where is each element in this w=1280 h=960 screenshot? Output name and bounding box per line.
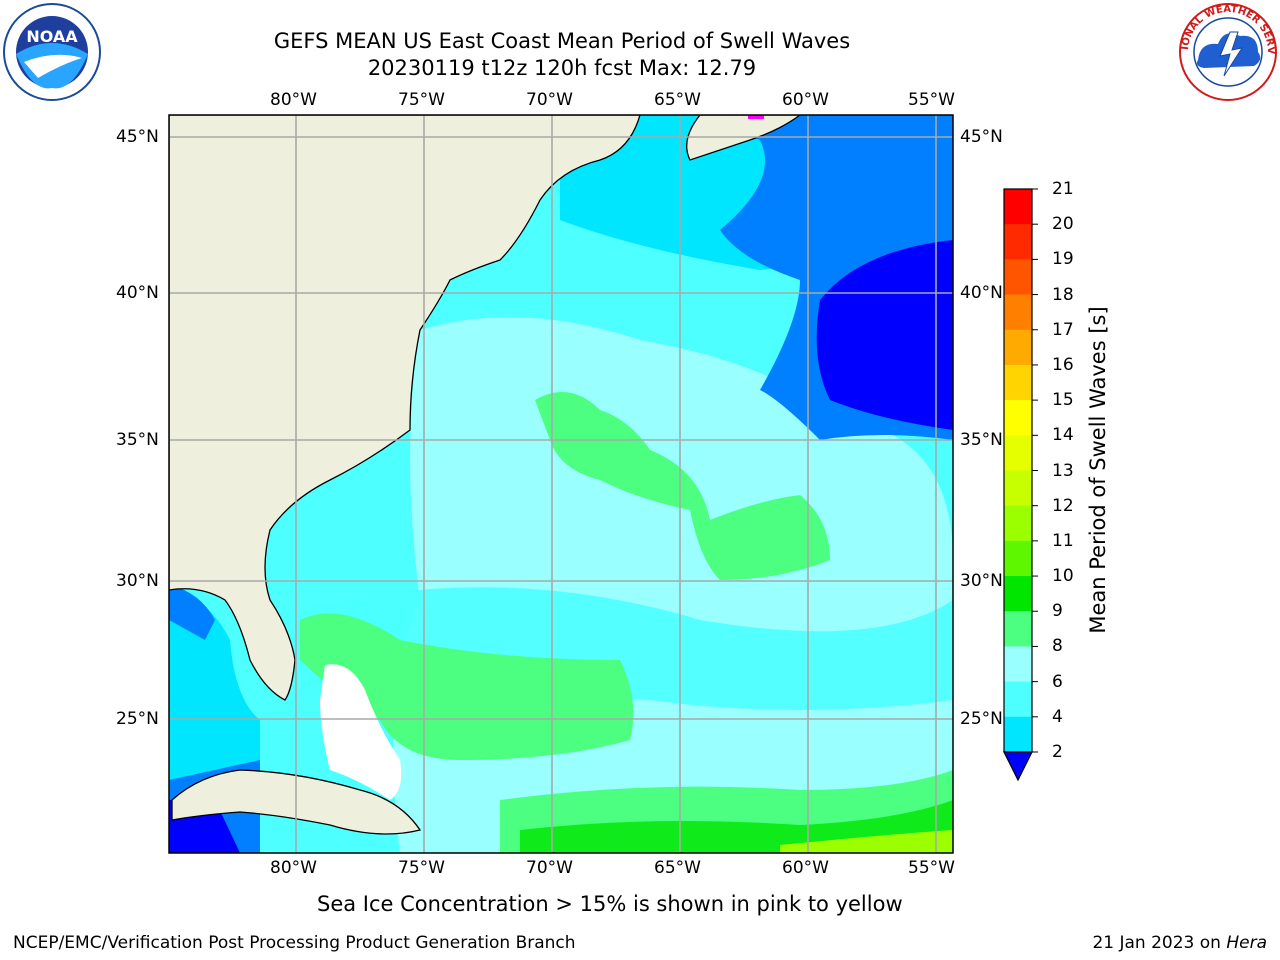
svg-text:NOAA: NOAA (26, 27, 78, 46)
chart-subtitle: 20230119 t12z 120h fcst Max: 12.79 (367, 56, 757, 80)
colorbar-tick-label: 12 (1052, 495, 1074, 516)
lat-label-right-35n: 35°N (960, 430, 1003, 450)
colorbar-segment (1004, 189, 1032, 225)
footer-date: 21 Jan 2023 on (1092, 933, 1227, 953)
lon-label-top-60w: 60°W (782, 90, 829, 110)
colorbar-segment (1004, 576, 1032, 612)
footer-left: NCEP/EMC/Verification Post Processing Pr… (13, 933, 576, 953)
colorbar-tick-label: 18 (1052, 284, 1074, 305)
lat-label-right-45n: 45°N (960, 127, 1003, 147)
swell-period-field (169, 115, 953, 853)
footer-right: 21 Jan 2023 on Hera (1092, 933, 1267, 953)
lat-label-left-25n: 25°N (116, 709, 159, 729)
lat-label-right-25n: 25°N (960, 709, 1003, 729)
lon-label-bottom-75w: 75°W (398, 858, 445, 878)
map-frame (168, 114, 954, 854)
colorbar-segment (1004, 224, 1032, 260)
colorbar-extend-arrow (1003, 751, 1033, 782)
lon-label-top-75w: 75°W (398, 90, 445, 110)
colorbar-segment (1004, 716, 1032, 753)
colorbar-segment (1004, 294, 1032, 331)
colorbar-segment (1004, 646, 1032, 683)
lon-label-top-55w: 55°W (908, 90, 955, 110)
noaa-logo: NOAA (3, 3, 101, 101)
colorbar-segment (1004, 435, 1032, 471)
nws-logo: NATIONAL WEATHER SERVICE (1178, 2, 1277, 101)
colorbar-segment (1004, 259, 1032, 296)
colorbar (1004, 188, 1038, 753)
lat-label-left-35n: 35°N (116, 430, 159, 450)
lon-label-top-80w: 80°W (270, 90, 317, 110)
colorbar-tick-label: 16 (1052, 354, 1074, 375)
footer-machine: Hera (1226, 933, 1267, 953)
colorbar-tick-label: 10 (1052, 566, 1074, 587)
colorbar-segment (1004, 611, 1032, 647)
colorbar-segment (1004, 540, 1032, 577)
lon-label-bottom-80w: 80°W (270, 858, 317, 878)
lat-label-right-40n: 40°N (960, 283, 1003, 303)
lon-label-bottom-55w: 55°W (908, 858, 955, 878)
graticule (169, 115, 953, 853)
colorbar-segment (1004, 329, 1032, 366)
colorbar-frame (1003, 188, 1033, 753)
colorbar-segment (1004, 364, 1032, 401)
colorbar-tick-label: 13 (1052, 460, 1074, 481)
colorbar-tick-label: 8 (1052, 636, 1063, 657)
lat-label-left-45n: 45°N (116, 127, 159, 147)
colorbar-segment (1004, 400, 1032, 436)
lat-label-left-40n: 40°N (116, 283, 159, 303)
colorbar-tick-label: 19 (1052, 249, 1074, 270)
colorbar-tick-label: 15 (1052, 390, 1074, 411)
sea-ice-note: Sea Ice Concentration > 15% is shown in … (317, 892, 903, 916)
colorbar-segment (1004, 681, 1032, 718)
lon-label-bottom-65w: 65°W (654, 858, 701, 878)
colorbar-segment (1004, 505, 1032, 542)
colorbar-tick-label: 11 (1052, 530, 1074, 551)
colorbar-label: Mean Period of Swell Waves [s] (1086, 306, 1110, 634)
colorbar-segment (1004, 470, 1032, 507)
colorbar-tick-label: 4 (1052, 706, 1063, 727)
colorbar-tick-label: 2 (1052, 742, 1063, 762)
lon-label-top-65w: 65°W (654, 90, 701, 110)
colorbar-tick-label: 21 (1052, 179, 1074, 199)
colorbar-tick-label: 6 (1052, 671, 1063, 692)
colorbar-tick-label: 9 (1052, 601, 1063, 622)
colorbar-tick-label: 14 (1052, 425, 1074, 446)
colorbar-tick-label: 17 (1052, 319, 1074, 340)
colorbar-tick-label: 20 (1052, 214, 1074, 235)
lat-label-right-30n: 30°N (960, 571, 1003, 591)
lon-label-bottom-70w: 70°W (526, 858, 573, 878)
lat-label-left-30n: 30°N (116, 571, 159, 591)
lon-label-bottom-60w: 60°W (782, 858, 829, 878)
lon-label-top-70w: 70°W (526, 90, 573, 110)
chart-title: GEFS MEAN US East Coast Mean Period of S… (273, 29, 851, 53)
